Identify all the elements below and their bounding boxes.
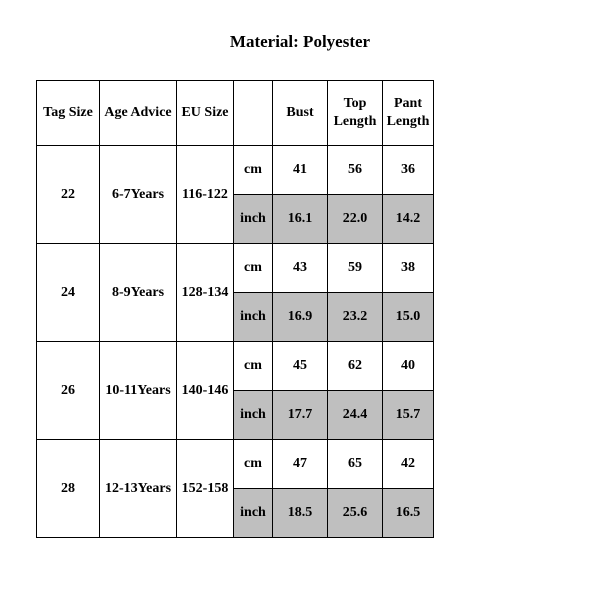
cell-age: 12-13Years bbox=[100, 440, 177, 538]
cell-pant: 15.0 bbox=[383, 293, 434, 342]
cell-top: 25.6 bbox=[328, 489, 383, 538]
cell-tag: 22 bbox=[37, 146, 100, 244]
cell-bust: 16.9 bbox=[273, 293, 328, 342]
col-eu-size: EU Size bbox=[177, 81, 234, 146]
cell-unit-cm: cm bbox=[234, 244, 273, 293]
cell-unit-cm: cm bbox=[234, 440, 273, 489]
cell-tag: 26 bbox=[37, 342, 100, 440]
cell-age: 6-7Years bbox=[100, 146, 177, 244]
cell-pant: 42 bbox=[383, 440, 434, 489]
cell-pant: 15.7 bbox=[383, 391, 434, 440]
col-bust: Bust bbox=[273, 81, 328, 146]
col-pant-length: Pant Length bbox=[383, 81, 434, 146]
cell-pant: 38 bbox=[383, 244, 434, 293]
cell-pant: 16.5 bbox=[383, 489, 434, 538]
cell-top: 22.0 bbox=[328, 195, 383, 244]
cell-bust: 16.1 bbox=[273, 195, 328, 244]
cell-age: 10-11Years bbox=[100, 342, 177, 440]
table-row: 24 8-9Years 128-134 cm 43 59 38 bbox=[37, 244, 434, 293]
cell-pant: 40 bbox=[383, 342, 434, 391]
col-unit bbox=[234, 81, 273, 146]
cell-bust: 17.7 bbox=[273, 391, 328, 440]
cell-top: 62 bbox=[328, 342, 383, 391]
table-row: 26 10-11Years 140-146 cm 45 62 40 bbox=[37, 342, 434, 391]
header-row: Tag Size Age Advice EU Size Bust Top Len… bbox=[37, 81, 434, 146]
cell-unit-cm: cm bbox=[234, 342, 273, 391]
cell-top: 65 bbox=[328, 440, 383, 489]
table-row: 28 12-13Years 152-158 cm 47 65 42 bbox=[37, 440, 434, 489]
cell-top: 59 bbox=[328, 244, 383, 293]
cell-bust: 41 bbox=[273, 146, 328, 195]
cell-eu: 128-134 bbox=[177, 244, 234, 342]
cell-bust: 43 bbox=[273, 244, 328, 293]
cell-pant: 14.2 bbox=[383, 195, 434, 244]
cell-top: 23.2 bbox=[328, 293, 383, 342]
cell-pant: 36 bbox=[383, 146, 434, 195]
page-title: Material: Polyester bbox=[0, 0, 600, 80]
cell-tag: 28 bbox=[37, 440, 100, 538]
table-row: 22 6-7Years 116-122 cm 41 56 36 bbox=[37, 146, 434, 195]
cell-unit-cm: cm bbox=[234, 146, 273, 195]
cell-unit-inch: inch bbox=[234, 293, 273, 342]
table-body: 22 6-7Years 116-122 cm 41 56 36 inch 16.… bbox=[37, 146, 434, 538]
cell-tag: 24 bbox=[37, 244, 100, 342]
cell-top: 56 bbox=[328, 146, 383, 195]
cell-unit-inch: inch bbox=[234, 391, 273, 440]
cell-eu: 116-122 bbox=[177, 146, 234, 244]
cell-eu: 140-146 bbox=[177, 342, 234, 440]
cell-eu: 152-158 bbox=[177, 440, 234, 538]
cell-bust: 47 bbox=[273, 440, 328, 489]
cell-age: 8-9Years bbox=[100, 244, 177, 342]
cell-top: 24.4 bbox=[328, 391, 383, 440]
cell-unit-inch: inch bbox=[234, 195, 273, 244]
cell-unit-inch: inch bbox=[234, 489, 273, 538]
cell-bust: 18.5 bbox=[273, 489, 328, 538]
cell-bust: 45 bbox=[273, 342, 328, 391]
col-top-length: Top Length bbox=[328, 81, 383, 146]
col-age-advice: Age Advice bbox=[100, 81, 177, 146]
col-tag-size: Tag Size bbox=[37, 81, 100, 146]
size-chart-table: Tag Size Age Advice EU Size Bust Top Len… bbox=[36, 80, 434, 538]
